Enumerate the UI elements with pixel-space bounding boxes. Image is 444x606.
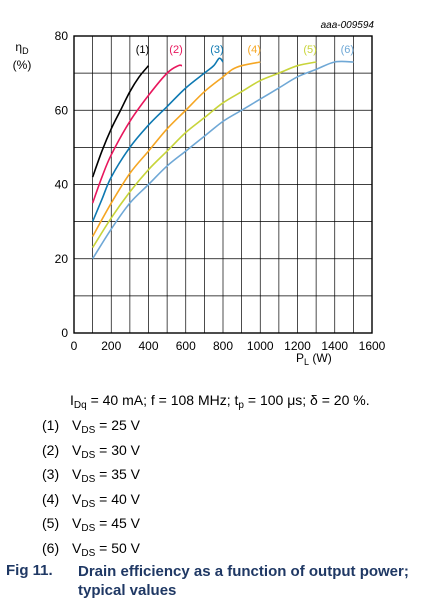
x-tick-label: 1600 [359, 339, 386, 353]
chart-ticks: 0 200 400 600 800 1000 1200 1400 1600 0 20 40 60 80 [55, 29, 386, 353]
chart-code: aaa-009594 [321, 20, 375, 31]
chart-curves: (1) (2) (3) (4) (5) (6) [91, 44, 354, 260]
x-tick-label: 1400 [321, 339, 348, 353]
plot-frame [73, 35, 373, 334]
series-curve [91, 57, 224, 222]
test-conditions: IDq = 40 mA; f = 108 MHz; tp = 100 μs; δ… [70, 392, 370, 411]
efficiency-chart: (1) (2) (3) (4) (5) (6) 0 200 400 600 800 1000 1200… [13, 20, 386, 367]
y-axis-unit: (%) [13, 58, 32, 72]
x-axis-title: PL (W) [296, 351, 332, 367]
legend-item: (3) VDS = 35 V [42, 466, 141, 486]
y-tick-label: 20 [55, 252, 69, 266]
x-tick-label: 400 [138, 339, 158, 353]
legend-item: (1) VDS = 25 V [42, 417, 141, 436]
y-tick-label: 0 [61, 326, 68, 340]
y-tick-label: 80 [55, 29, 69, 43]
legend-item: (2) VDS = 30 V [42, 441, 141, 461]
curve-legend: (1) VDS = 25 V (2) VDS = 30 V (3) VDS = 35 … [42, 413, 140, 561]
x-tick-label: 1000 [247, 339, 274, 353]
series-label: (5) [303, 44, 316, 56]
x-tick-label: 800 [213, 339, 233, 353]
series-curve [91, 64, 183, 204]
series-curve [91, 61, 317, 249]
x-tick-label: 200 [101, 339, 121, 353]
y-tick-label: 40 [55, 178, 69, 192]
series-label: (1) [136, 44, 149, 56]
series-label: (4) [248, 44, 261, 56]
series-label: (2) [169, 44, 182, 56]
series-label: (3) [210, 44, 223, 56]
chart-grid [73, 35, 373, 334]
figure-caption: Fig 11. Drain efficiency as a function of… [6, 562, 440, 600]
legend-item: (5) VDS = 45 V [42, 515, 141, 535]
figure-title: Drain efficiency as a function of output… [78, 563, 409, 599]
x-tick-label: 1200 [284, 339, 311, 353]
series-label: (6) [341, 44, 354, 56]
x-tick-label: 0 [71, 339, 78, 353]
figure-number: Fig 11. [6, 562, 53, 579]
series-curve [91, 65, 150, 178]
x-tick-label: 600 [176, 339, 196, 353]
series-curve [91, 61, 261, 237]
y-tick-label: 60 [55, 103, 69, 117]
legend-item: (4) VDS = 40 V [42, 490, 141, 510]
series-curve [91, 60, 354, 260]
legend-item: (6) VDS = 50 V [42, 539, 141, 559]
y-axis-title: ηD [15, 40, 29, 56]
